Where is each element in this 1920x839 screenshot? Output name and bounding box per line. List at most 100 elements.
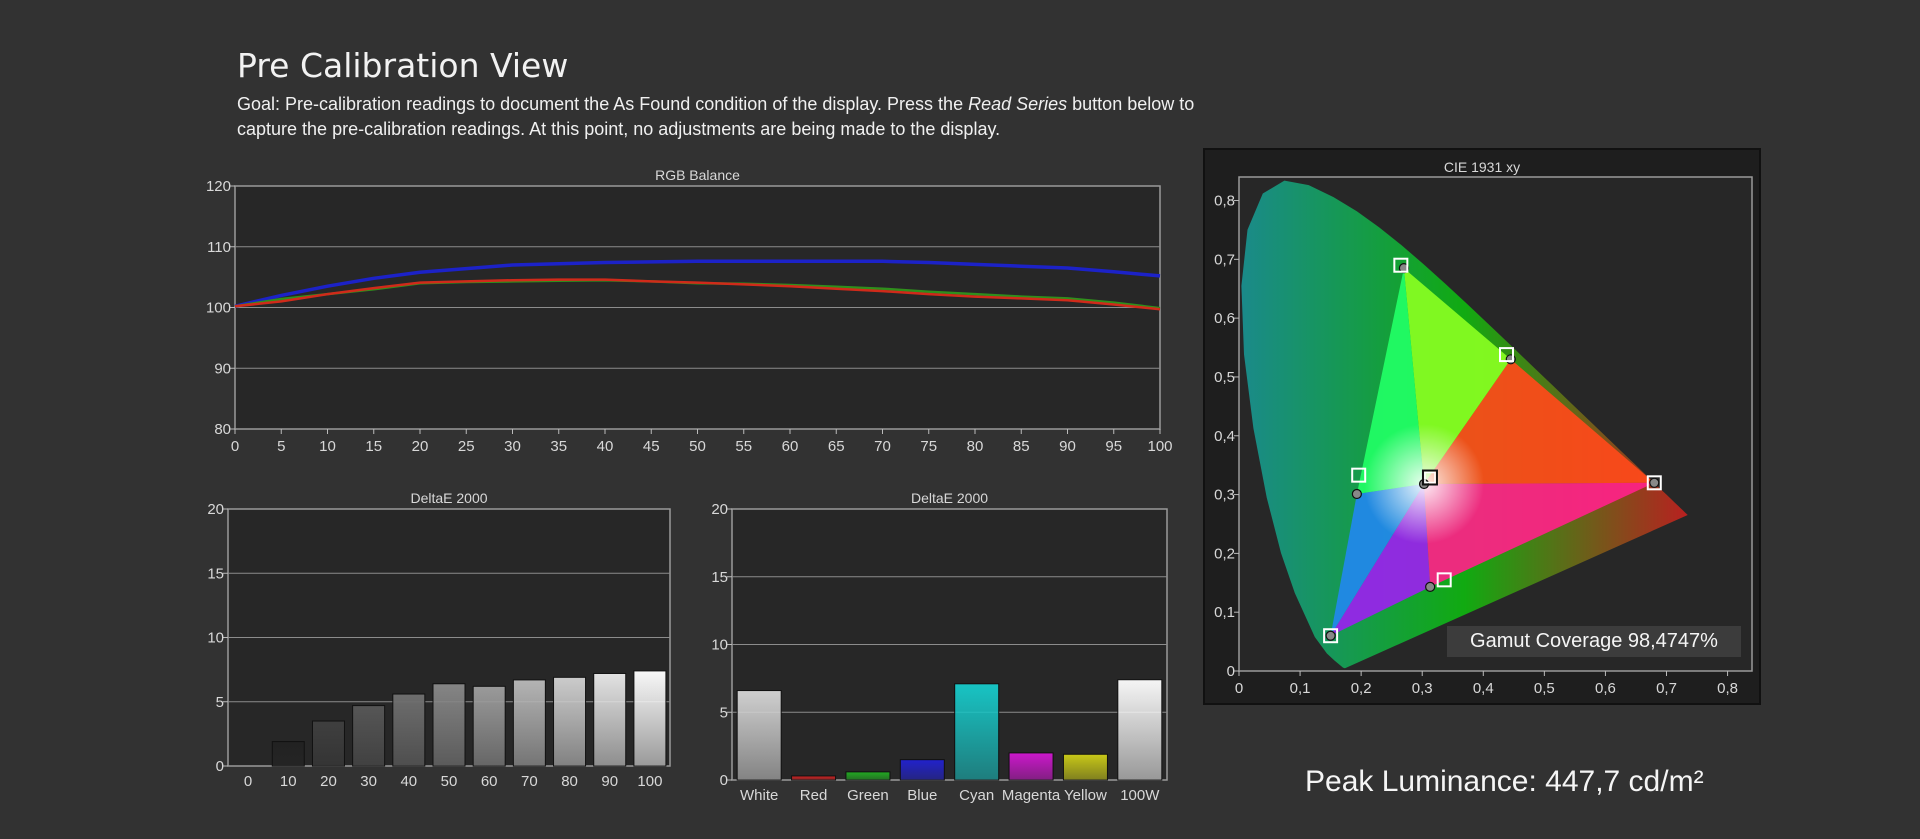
cie-ytick-label: 0,1 <box>1214 604 1235 621</box>
deltae-colors-ytick-label: 5 <box>720 704 728 721</box>
rgb-balance-xtick-label: 35 <box>550 438 567 455</box>
cie-measured-point <box>1351 488 1362 500</box>
rgb-balance-xtick-label: 90 <box>1059 438 1076 455</box>
cie-target-square <box>1436 572 1452 588</box>
deltae-colors-title: DeltaE 2000 <box>911 490 988 506</box>
deltae-grayscale-category-label: 80 <box>561 773 578 790</box>
cie-wedge-cyan-blue <box>1330 484 1424 636</box>
rgb-balance-xtick-label: 10 <box>319 438 336 455</box>
deltae-colors-bar <box>1117 679 1163 781</box>
deltae-colors-bar <box>791 775 837 781</box>
cie-ytick-label: 0,5 <box>1214 369 1235 386</box>
deltae-colors-bar <box>899 759 945 781</box>
deltae-grayscale-bar <box>593 672 627 767</box>
cie-measured-point <box>1425 581 1436 593</box>
cie-xtick-label: 0,3 <box>1412 680 1433 697</box>
goal-description: Goal: Pre-calibration readings to docume… <box>237 92 1257 142</box>
deltae-colors-ytick-label: 0 <box>720 772 728 789</box>
rgb-balance-xtick-label: 85 <box>1013 438 1030 455</box>
deltae-grayscale-category-label: 60 <box>481 773 498 790</box>
deltae-grayscale-category-label: 10 <box>280 773 297 790</box>
cie-target-square <box>1323 628 1339 644</box>
deltae-grayscale-category-label: 50 <box>441 773 458 790</box>
deltae-colors-category-label: Red <box>800 787 828 804</box>
deltae-colors-ytick-label: 10 <box>711 637 728 654</box>
deltae-grayscale-ytick-label: 20 <box>207 501 224 518</box>
deltae-grayscale-bar <box>432 683 466 767</box>
rgb-balance-xtick-label: 40 <box>597 438 614 455</box>
deltae-colors-category-label: White <box>740 787 778 804</box>
cie-ytick-label: 0,6 <box>1214 310 1235 327</box>
rgb-balance-xtick-label: 80 <box>967 438 984 455</box>
deltae-grayscale-ytick-label: 15 <box>207 565 224 582</box>
deltae-colors-bar <box>736 690 782 781</box>
rgb-balance-ytick-label: 110 <box>207 239 231 256</box>
rgb-balance-xtick-label: 50 <box>689 438 706 455</box>
deltae-colors-bar <box>1008 752 1054 781</box>
cie-xtick-label: 0,8 <box>1717 680 1738 697</box>
cie-xtick-label: 0,5 <box>1534 680 1555 697</box>
rgb-balance-ytick-label: 90 <box>214 360 231 377</box>
deltae-colors-bar <box>1062 753 1108 781</box>
goal-text-prefix: Goal: Pre-calibration readings to docume… <box>237 94 969 114</box>
deltae-colors-category-label: Cyan <box>959 787 994 804</box>
deltae-colors-ytick-label: 15 <box>711 569 728 586</box>
cie-xtick-label: 0,2 <box>1351 680 1372 697</box>
page-title: Pre Calibration View <box>237 46 569 85</box>
deltae-grayscale-ytick-label: 10 <box>207 630 224 647</box>
cie-ytick-label: 0,7 <box>1214 251 1235 268</box>
deltae-grayscale-category-label: 70 <box>521 773 538 790</box>
cie-xtick-label: 0,4 <box>1473 680 1494 697</box>
cie-xtick-label: 0,7 <box>1656 680 1677 697</box>
deltae-colors-category-label: Magenta <box>1002 787 1061 804</box>
cie-target-square <box>1646 475 1662 491</box>
cie-ytick-label: 0 <box>1227 663 1235 680</box>
deltae-grayscale-bar <box>512 679 546 767</box>
deltae-grayscale-ytick-label: 0 <box>216 758 224 775</box>
deltae-colors-bar <box>954 683 1000 781</box>
rgb-balance-xtick-label: 60 <box>782 438 799 455</box>
rgb-balance-ytick-label: 120 <box>206 178 231 195</box>
deltae-grayscale-category-label: 100 <box>637 773 662 790</box>
rgb-balance-xtick-label: 65 <box>828 438 845 455</box>
rgb-balance-series-line-2 <box>234 278 1161 311</box>
deltae-colors-category-label: Yellow <box>1064 787 1107 804</box>
cie-ytick-label: 0,3 <box>1214 487 1235 504</box>
goal-text-suffix: button below to capture the pre-calibrat… <box>237 94 1195 139</box>
deltae-grayscale-bar <box>352 705 386 767</box>
cie-target-square <box>1498 347 1514 363</box>
cie-xtick-label: 0 <box>1235 680 1243 697</box>
deltae-grayscale-category-label: 90 <box>601 773 618 790</box>
cie-target-square <box>1351 467 1367 483</box>
cie-target-square-inner <box>1424 471 1436 484</box>
deltae-colors-category-label: 100W <box>1120 787 1160 804</box>
cie-xtick-label: 0,1 <box>1290 680 1311 697</box>
cie-wedge-magenta-red <box>1424 482 1655 587</box>
cie-ytick-label: 0,4 <box>1214 428 1235 445</box>
rgb-balance-xtick-label: 5 <box>277 438 285 455</box>
rgb-balance-xtick-label: 25 <box>458 438 475 455</box>
deltae-grayscale-ytick-label: 5 <box>216 694 224 711</box>
deltae-grayscale-category-label: 30 <box>360 773 377 790</box>
rgb-balance-xtick-label: 95 <box>1105 438 1122 455</box>
cie-title: CIE 1931 xy <box>1444 159 1520 175</box>
rgb-balance-ytick-label: 100 <box>206 300 231 317</box>
peak-luminance-label: Peak Luminance: 447,7 cd/m² <box>1305 765 1704 798</box>
rgb-balance-xtick-label: 20 <box>412 438 429 455</box>
cie-wedge-red-yellow <box>1424 359 1655 484</box>
cie-ytick-label: 0,8 <box>1214 193 1235 210</box>
deltae-grayscale-category-label: 40 <box>400 773 417 790</box>
deltae-grayscale-bar <box>392 693 426 767</box>
deltae-grayscale-bar <box>553 676 587 767</box>
deltae-grayscale-bar <box>311 720 345 767</box>
rgb-balance-xtick-label: 45 <box>643 438 660 455</box>
deltae-grayscale-title: DeltaE 2000 <box>410 490 487 506</box>
cie-measured-point <box>1325 630 1336 641</box>
cie-target-square <box>1393 257 1409 273</box>
rgb-balance-xtick-label: 70 <box>874 438 891 455</box>
deltae-grayscale-bar <box>271 741 305 767</box>
rgb-balance-xtick-label: 0 <box>231 438 239 455</box>
rgb-balance-xtick-label: 55 <box>735 438 752 455</box>
rgb-balance-xtick-label: 30 <box>504 438 521 455</box>
deltae-colors-category-label: Blue <box>907 787 937 804</box>
